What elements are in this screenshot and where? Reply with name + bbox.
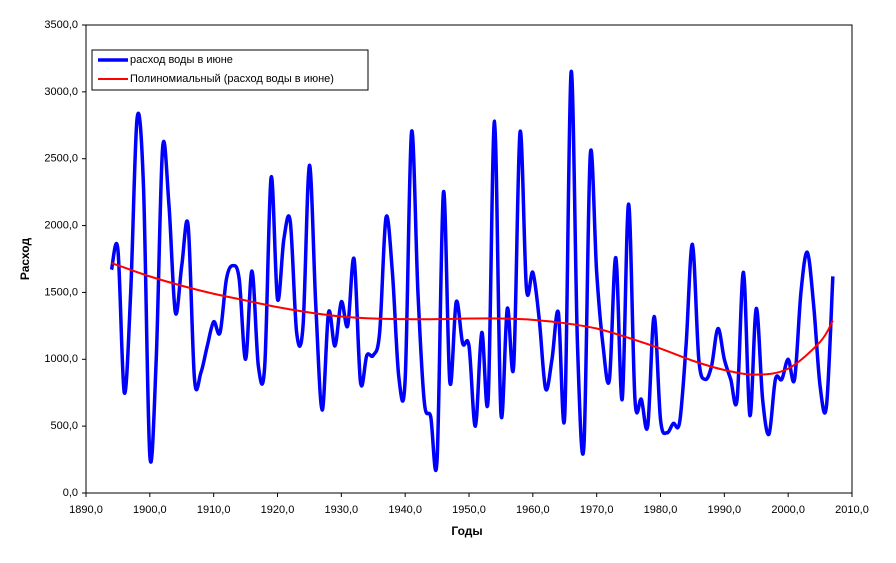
- y-tick-label: 0,0: [63, 487, 78, 499]
- y-tick-label: 2000,0: [44, 219, 78, 231]
- x-axis-label: Годы: [451, 524, 482, 538]
- y-axis-label: Расход: [18, 238, 32, 281]
- x-tick-label: 2000,0: [771, 504, 805, 516]
- x-tick-label: 1900,0: [133, 504, 167, 516]
- x-tick-label: 2010,0: [835, 504, 869, 516]
- legend-box: [91, 49, 369, 91]
- legend-label: Полиномиальный (расход воды в июне): [130, 73, 334, 85]
- y-tick-label: 3500,0: [44, 19, 78, 31]
- x-tick-label: 1940,0: [388, 504, 422, 516]
- y-tick-label: 3000,0: [44, 86, 78, 98]
- x-tick-label: 1950,0: [452, 504, 486, 516]
- y-tick-label: 2500,0: [44, 153, 78, 165]
- y-tick-label: 1000,0: [44, 353, 78, 365]
- y-tick-label: 1500,0: [44, 286, 78, 298]
- x-tick-label: 1890,0: [69, 504, 103, 516]
- x-tick-label: 1990,0: [708, 504, 742, 516]
- series-line: [111, 262, 834, 376]
- x-tick-label: 1930,0: [325, 504, 359, 516]
- y-tick-label: 500,0: [50, 420, 78, 432]
- plot-area: [85, 24, 853, 494]
- x-tick-label: 1960,0: [516, 504, 550, 516]
- x-tick-label: 1910,0: [197, 504, 231, 516]
- legend-label: расход воды в июне: [130, 54, 233, 66]
- x-tick-label: 1920,0: [261, 504, 295, 516]
- x-tick-label: 1980,0: [644, 504, 678, 516]
- series-line: [109, 70, 835, 473]
- x-tick-label: 1970,0: [580, 504, 614, 516]
